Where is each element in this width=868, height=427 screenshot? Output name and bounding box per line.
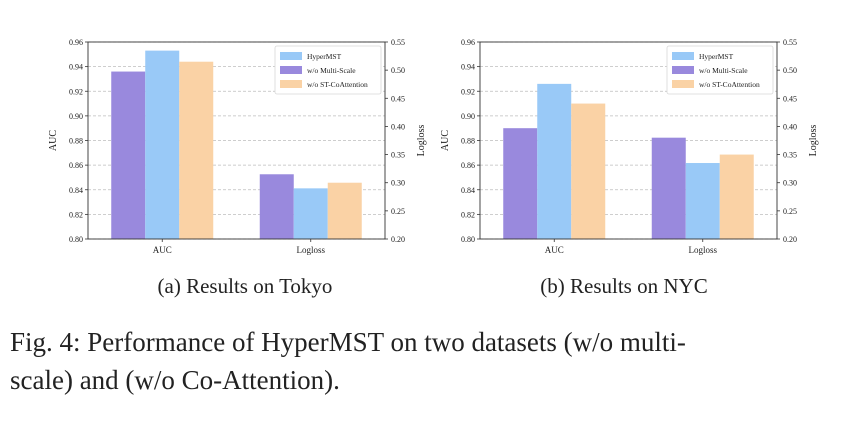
bar-logloss-w-o-st-coattention bbox=[327, 182, 362, 239]
legend-swatch bbox=[280, 80, 302, 88]
y2-tick-label: 0.20 bbox=[783, 235, 797, 244]
legend-label: HyperMST bbox=[699, 52, 734, 61]
x-tick-label: Logloss bbox=[296, 245, 325, 255]
y-tick-label: 0.80 bbox=[69, 235, 83, 244]
legend-label: w/o Multi-Scale bbox=[699, 66, 748, 75]
legend-swatch bbox=[280, 52, 302, 60]
legend-label: w/o ST-CoAttention bbox=[699, 80, 760, 89]
bar-logloss-hypermst bbox=[685, 163, 720, 239]
y2-tick-label: 0.55 bbox=[783, 38, 797, 47]
y-tick-label: 0.94 bbox=[461, 63, 475, 72]
y2-tick-label: 0.30 bbox=[783, 179, 797, 188]
figure-caption-line2: scale) and (w/o Co-Attention). bbox=[10, 365, 340, 395]
bar-logloss-w-o-st-coattention bbox=[719, 154, 754, 239]
y-tick-label: 0.94 bbox=[69, 63, 83, 72]
y2-tick-label: 0.20 bbox=[391, 235, 405, 244]
bar-auc-w-o-st-coattention bbox=[179, 61, 214, 240]
x-tick-label: Logloss bbox=[688, 245, 717, 255]
y2-tick-label: 0.50 bbox=[391, 66, 405, 75]
bar-auc-w-o-multi-scale bbox=[503, 128, 538, 239]
y-tick-label: 0.88 bbox=[69, 137, 83, 146]
bar-auc-w-o-multi-scale bbox=[111, 71, 146, 239]
y2-tick-label: 0.30 bbox=[391, 179, 405, 188]
subcaption-nyc: (b) Results on NYC bbox=[540, 274, 708, 298]
plot-frame bbox=[87, 41, 386, 240]
subcaption-tokyo: (a) Results on Tokyo bbox=[157, 274, 333, 298]
bar-auc-hypermst bbox=[537, 83, 572, 239]
figure-caption-line1: Fig. 4: Performance of HyperMST on two d… bbox=[10, 327, 686, 357]
plot-frame bbox=[479, 41, 778, 240]
y2-axis-label: Logloss bbox=[416, 125, 427, 157]
bar-logloss-w-o-multi-scale bbox=[651, 137, 686, 239]
y2-tick-label: 0.35 bbox=[783, 151, 797, 160]
legend-label: w/o ST-CoAttention bbox=[307, 80, 368, 89]
legend-swatch bbox=[672, 80, 694, 88]
y2-axis-label: Logloss bbox=[808, 125, 819, 157]
bar-logloss-hypermst bbox=[293, 188, 328, 239]
y-tick-label: 0.82 bbox=[69, 210, 83, 219]
chart-panel-nyc: 0.80 0.82 0.84 0.86 0.88 0.90 0.92 0.94 0.96 0.20… bbox=[432, 28, 832, 260]
y2-tick-label: 0.40 bbox=[391, 122, 405, 131]
figure-caption: Fig. 4: Performance of HyperMST on two d… bbox=[10, 323, 860, 399]
y2-tick-label: 0.35 bbox=[391, 151, 405, 160]
legend-label: w/o Multi-Scale bbox=[307, 66, 356, 75]
legend-swatch bbox=[672, 52, 694, 60]
y-tick-label: 0.96 bbox=[461, 38, 475, 47]
y-tick-label: 0.82 bbox=[461, 210, 475, 219]
legend-swatch bbox=[280, 66, 302, 74]
x-tick-label: AUC bbox=[545, 245, 564, 255]
bar-chart-nyc: 0.80 0.82 0.84 0.86 0.88 0.90 0.92 0.94 0.96 0.20… bbox=[440, 38, 819, 255]
y-tick-label: 0.86 bbox=[461, 161, 475, 170]
y2-tick-label: 0.25 bbox=[391, 207, 405, 216]
y2-tick-label: 0.55 bbox=[391, 38, 405, 47]
y2-tick-label: 0.45 bbox=[391, 94, 405, 103]
y-axis-label: AUC bbox=[440, 130, 451, 151]
bar-chart-tokyo: 0.80 0.82 0.84 0.86 0.88 0.90 0.92 0.94 0.96 0.20… bbox=[48, 38, 427, 255]
y-tick-label: 0.96 bbox=[69, 38, 83, 47]
y-tick-label: 0.84 bbox=[69, 186, 83, 195]
y2-tick-label: 0.25 bbox=[783, 207, 797, 216]
y2-tick-label: 0.50 bbox=[783, 66, 797, 75]
y-tick-label: 0.88 bbox=[461, 137, 475, 146]
bar-auc-w-o-st-coattention bbox=[571, 103, 606, 239]
y-axis-label: AUC bbox=[48, 130, 59, 151]
y-tick-label: 0.90 bbox=[461, 112, 475, 121]
x-tick-label: AUC bbox=[153, 245, 172, 255]
legend-swatch bbox=[672, 66, 694, 74]
y-tick-label: 0.80 bbox=[461, 235, 475, 244]
y-tick-label: 0.86 bbox=[69, 161, 83, 170]
legend-label: HyperMST bbox=[307, 52, 342, 61]
chart-panel-tokyo: 0.80 0.82 0.84 0.86 0.88 0.90 0.92 0.94 0.96 0.20… bbox=[40, 28, 440, 260]
y-tick-label: 0.92 bbox=[461, 87, 475, 96]
y2-tick-label: 0.45 bbox=[783, 94, 797, 103]
y-tick-label: 0.92 bbox=[69, 87, 83, 96]
y-tick-label: 0.90 bbox=[69, 112, 83, 121]
bar-logloss-w-o-multi-scale bbox=[259, 174, 294, 239]
y2-tick-label: 0.40 bbox=[783, 122, 797, 131]
y-tick-label: 0.84 bbox=[461, 186, 475, 195]
bar-auc-hypermst bbox=[145, 50, 180, 240]
